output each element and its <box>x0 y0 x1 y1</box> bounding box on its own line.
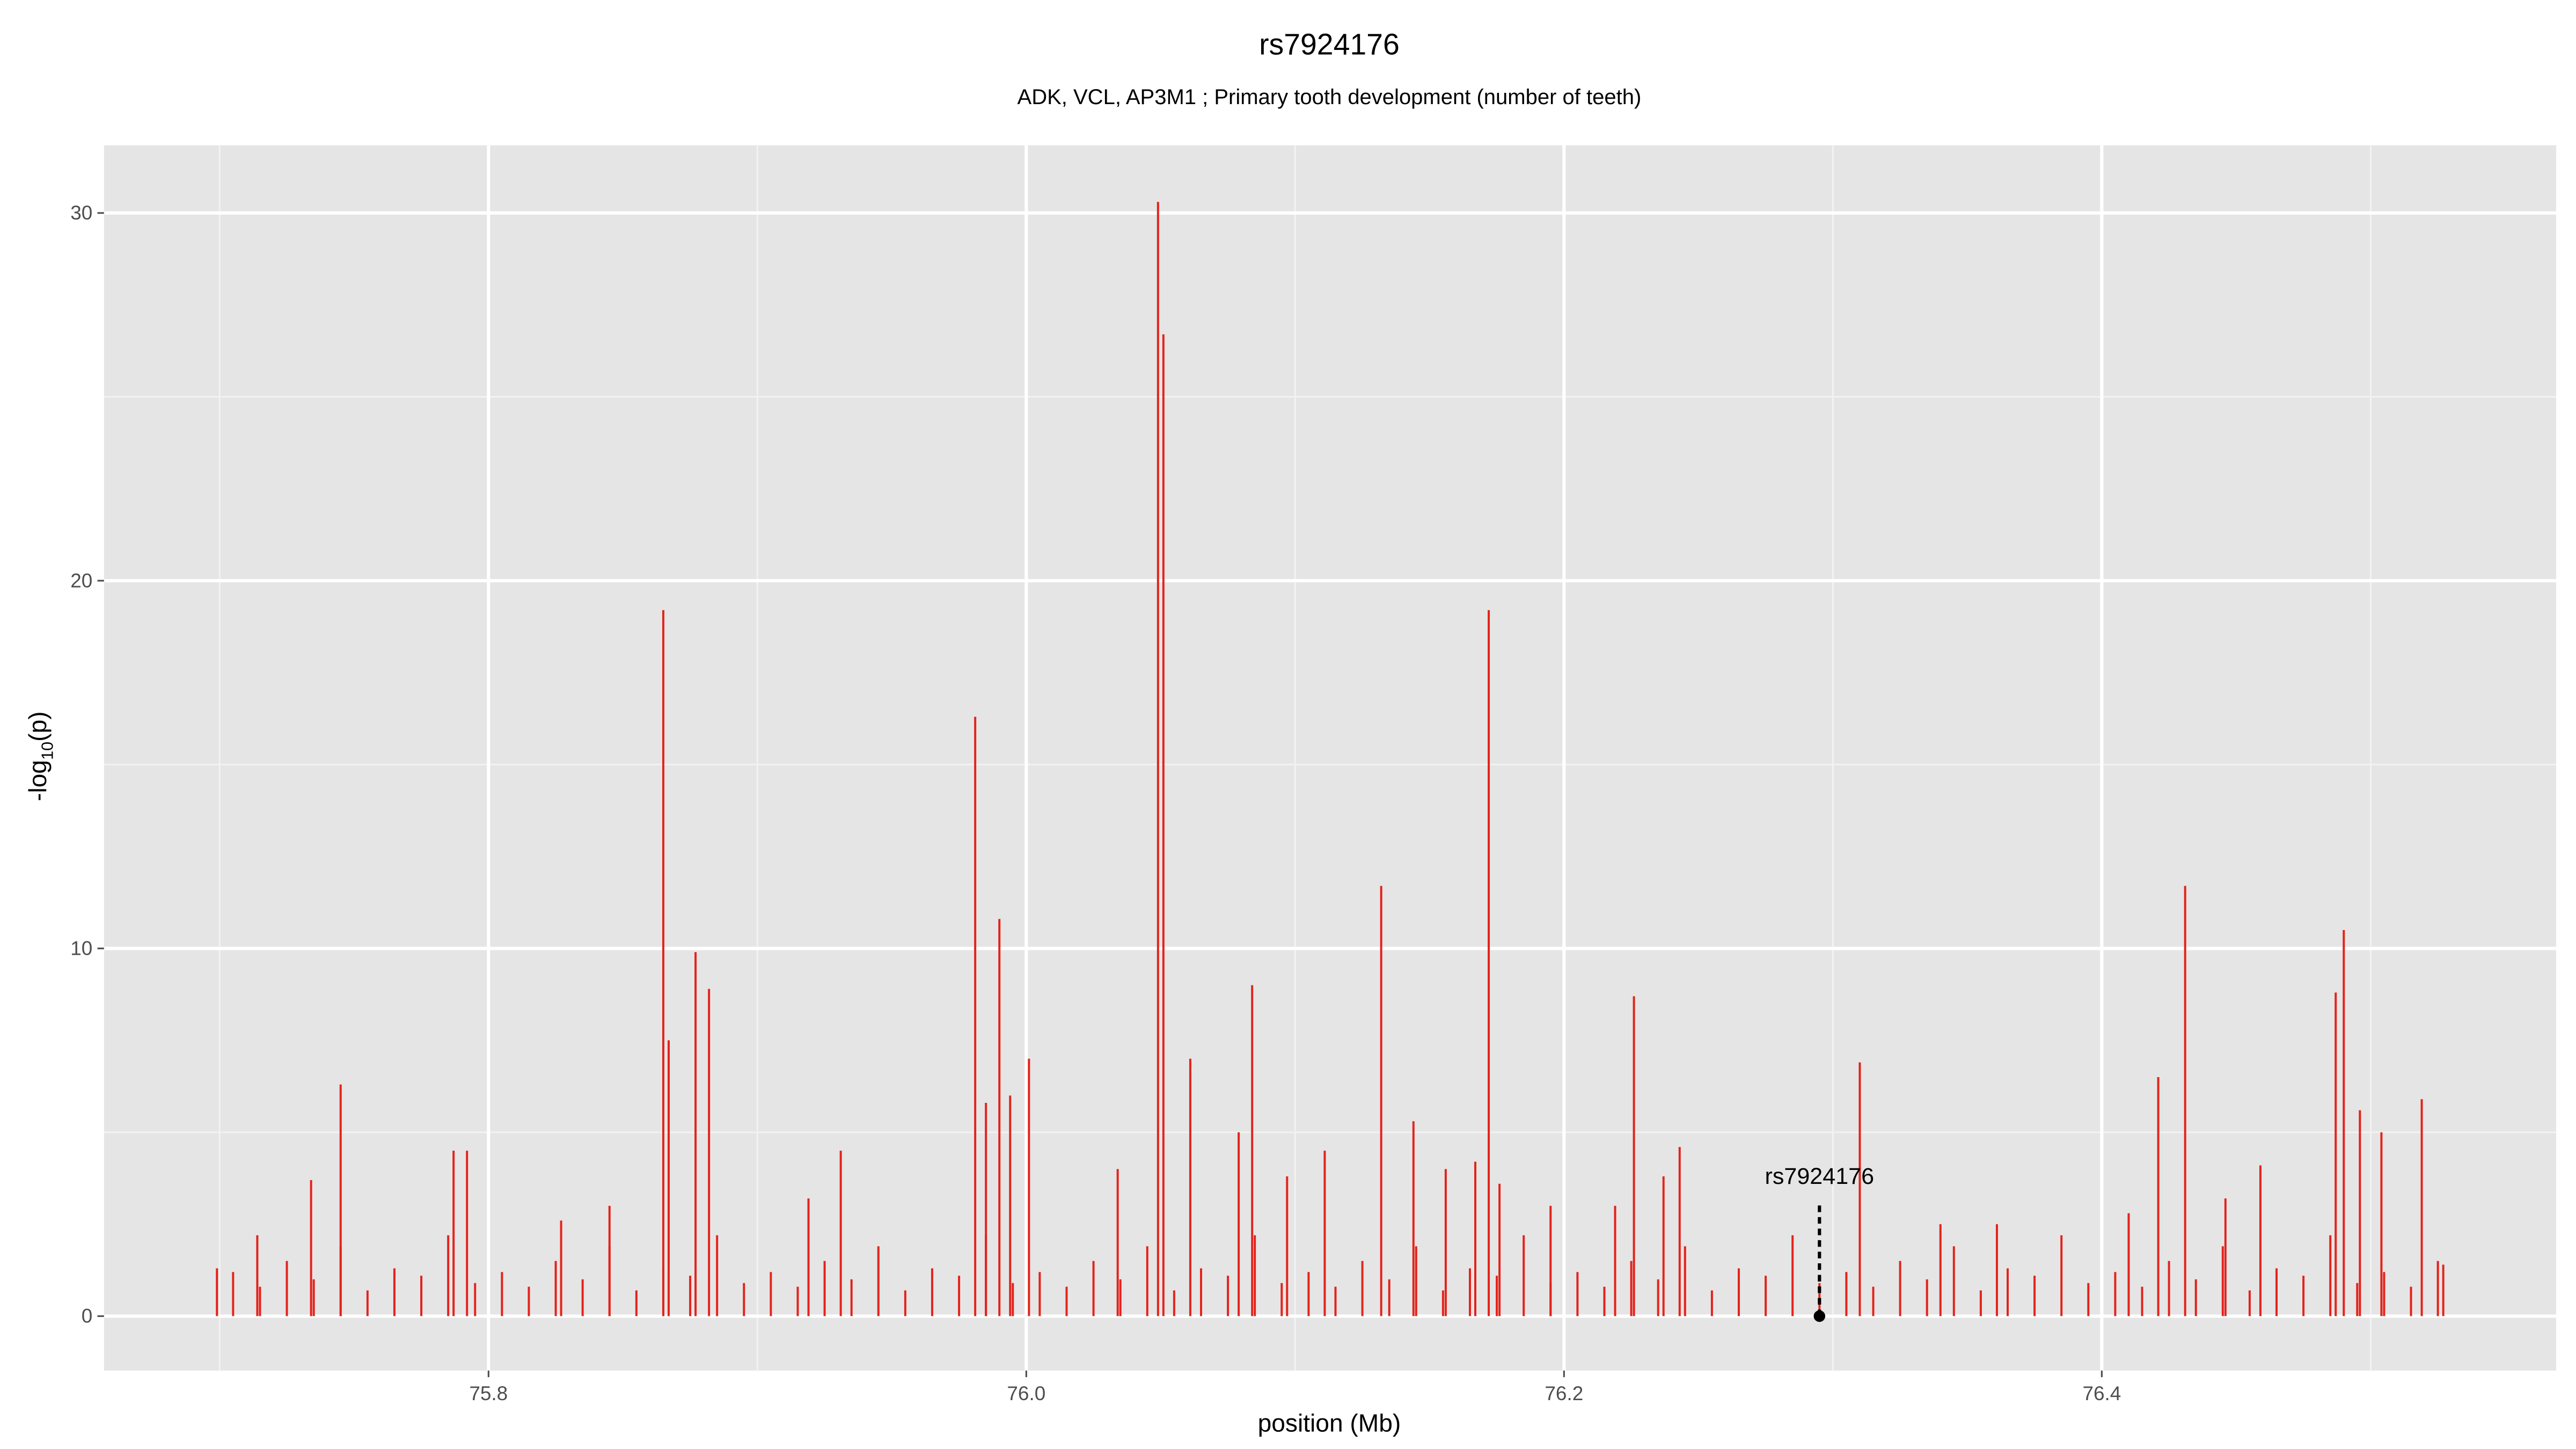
chart-title: rs7924176 <box>1259 28 1400 61</box>
y-tick-label: 20 <box>70 569 92 591</box>
plot-panel <box>104 145 2557 1371</box>
y-tick-label: 0 <box>82 1305 93 1327</box>
y-label-sub: 10 <box>38 742 56 760</box>
annotation-point <box>1813 1310 1826 1322</box>
y-tick-label: 30 <box>70 202 92 224</box>
x-tick-label: 76.0 <box>1007 1382 1045 1404</box>
x-tick-label: 76.2 <box>1545 1382 1583 1404</box>
y-label-part: -log <box>24 760 52 801</box>
annotation-label: rs7924176 <box>1765 1163 1875 1189</box>
x-tick-label: 76.4 <box>2082 1382 2121 1404</box>
y-axis-label: -log10(p) <box>24 711 56 801</box>
x-axis-label: position (Mb) <box>1258 1409 1401 1437</box>
y-tick-label: 10 <box>70 938 92 960</box>
y-label-part: (p) <box>24 711 52 741</box>
x-tick-label: 75.8 <box>469 1382 508 1404</box>
chart-subtitle: ADK, VCL, AP3M1 ; Primary tooth developm… <box>1018 85 1642 109</box>
